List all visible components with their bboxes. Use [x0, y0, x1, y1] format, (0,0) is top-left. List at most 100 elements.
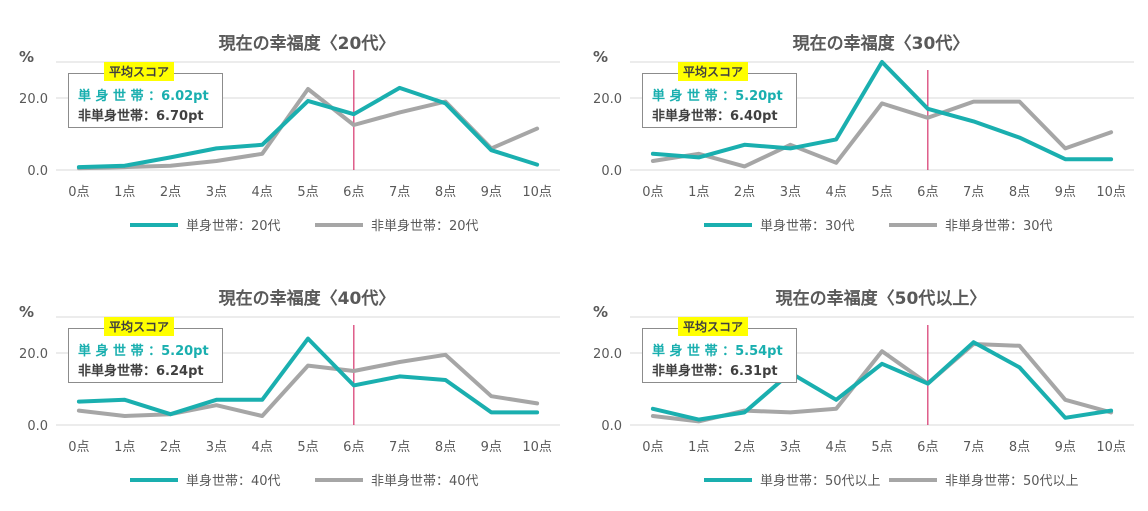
legend-label-nonsingle: 非単身世帯：20代 [371, 218, 479, 234]
average-score-badge: 平均スコア [104, 317, 175, 336]
x-tick-label: 3点 [206, 440, 227, 455]
series-nonsingle-point [123, 414, 127, 418]
series-single-point [651, 407, 655, 411]
y-tick-label: 20.0 [593, 92, 622, 107]
series-single-point [352, 112, 356, 116]
series-single-point [169, 155, 173, 159]
x-tick-label: 4点 [826, 440, 847, 455]
x-tick-label: 0点 [642, 440, 663, 455]
series-single-point [880, 362, 884, 366]
series-single-point [697, 155, 701, 159]
series-nonsingle-point [743, 164, 747, 168]
y-tick-label: 0.0 [601, 419, 622, 434]
average-score-nonsingle: 非単身世帯：6.70pt [78, 109, 204, 124]
x-tick-label: 6点 [917, 185, 938, 200]
x-tick-label: 10点 [522, 440, 552, 455]
average-score-single: 単 身 世 帯 ：6.02pt [78, 89, 209, 104]
x-tick-label: 8点 [1009, 185, 1030, 200]
y-unit-label: % [19, 48, 34, 66]
series-single-point [214, 398, 218, 402]
chart-panel-50s-plus: 現在の幸福度〈50代以上〉% 0.0 20.0 0点 1点 2点 3点 4点 5点 6点 7点 8点 9… [574, 255, 1148, 510]
series-single-point [489, 410, 493, 414]
series-nonsingle-point [77, 409, 81, 413]
series-single-point [306, 337, 310, 341]
series-single-point [443, 101, 447, 105]
legend-label-nonsingle: 非単身世帯：50代以上 [945, 473, 1079, 489]
series-single-point [926, 382, 930, 386]
series-single-point [1017, 136, 1021, 140]
series-single-point [398, 86, 402, 90]
x-tick-label: 7点 [389, 185, 410, 200]
series-nonsingle-point [834, 161, 838, 165]
x-tick-label: 5点 [871, 440, 892, 455]
y-tick-label: 0.0 [601, 164, 622, 179]
series-nonsingle-point [398, 360, 402, 364]
average-score-box [642, 73, 797, 128]
x-tick-label: 9点 [1055, 440, 1076, 455]
series-single-point [743, 410, 747, 414]
series-single-point [1109, 409, 1113, 413]
series-single-point [489, 148, 493, 152]
x-tick-label: 6点 [343, 440, 364, 455]
legend-label-nonsingle: 非単身世帯：30代 [945, 218, 1053, 234]
x-tick-label: 1点 [688, 440, 709, 455]
series-single-point [260, 143, 264, 147]
series-nonsingle-point [972, 100, 976, 104]
series-single-point [926, 107, 930, 111]
legend-label-single: 単身世帯：30代 [760, 218, 855, 234]
chart-panel-30s: 現在の幸福度〈30代〉% 0.0 20.0 0点 1点 2点 3点 4点 5点 6点 7点 8点 9点 1… [574, 0, 1148, 255]
series-nonsingle-point [834, 407, 838, 411]
series-nonsingle-point [926, 116, 930, 120]
series-single-point [77, 400, 81, 404]
chart-svg: 現在の幸福度〈20代〉% 0.0 20.0 0点 1点 2点 3点 4点 5点 6点 7点 8点 9点 1… [19, 33, 560, 234]
series-single-point [260, 398, 264, 402]
y-tick-label: 0.0 [27, 419, 48, 434]
series-single-point [972, 119, 976, 123]
x-tick-label: 9点 [481, 185, 502, 200]
average-score-box [68, 73, 223, 128]
series-nonsingle-point [306, 87, 310, 91]
y-tick-label: 20.0 [19, 92, 48, 107]
x-tick-label: 0点 [68, 185, 89, 200]
x-tick-label: 9点 [1055, 185, 1076, 200]
series-single-point [1063, 157, 1067, 161]
average-score-nonsingle: 非単身世帯：6.31pt [652, 364, 778, 379]
series-single-point [1063, 416, 1067, 420]
x-tick-label: 7点 [963, 440, 984, 455]
x-tick-label: 6点 [917, 440, 938, 455]
x-tick-label: 3点 [780, 185, 801, 200]
average-score-nonsingle: 非単身世帯：6.40pt [652, 109, 778, 124]
x-tick-label: 10点 [1096, 185, 1126, 200]
series-nonsingle-point [788, 143, 792, 147]
chart-title: 現在の幸福度〈20代〉 [219, 33, 396, 54]
legend-label-nonsingle: 非単身世帯：40代 [371, 473, 479, 489]
average-score-single: 単 身 世 帯 ：5.20pt [652, 89, 783, 104]
average-score-badge: 平均スコア [104, 62, 175, 81]
series-single-point [535, 410, 539, 414]
series-nonsingle-point [651, 414, 655, 418]
series-nonsingle-point [535, 127, 539, 131]
x-tick-label: 0点 [68, 440, 89, 455]
series-nonsingle-point [1109, 130, 1113, 134]
chart-title: 現在の幸福度〈30代〉 [793, 33, 970, 54]
series-nonsingle-point [788, 410, 792, 414]
series-single-point [123, 164, 127, 168]
series-single-point [972, 340, 976, 344]
x-tick-label: 3点 [206, 185, 227, 200]
y-tick-label: 0.0 [27, 164, 48, 179]
series-nonsingle-point [535, 401, 539, 405]
chart-svg: 現在の幸福度〈50代以上〉% 0.0 20.0 0点 1点 2点 3点 4点 5点 6点 7点 8点 9… [593, 288, 1134, 489]
series-nonsingle-point [352, 123, 356, 127]
x-tick-label: 2点 [160, 440, 181, 455]
series-single-point [352, 383, 356, 387]
chart-title: 現在の幸福度〈50代以上〉 [776, 288, 987, 309]
x-tick-label: 8点 [435, 440, 456, 455]
x-tick-label: 4点 [826, 185, 847, 200]
x-tick-label: 5点 [871, 185, 892, 200]
average-score-badge: 平均スコア [678, 317, 749, 336]
x-tick-label: 10点 [1096, 440, 1126, 455]
average-score-nonsingle: 非単身世帯：6.24pt [78, 364, 204, 379]
x-tick-label: 8点 [435, 185, 456, 200]
series-single-point [535, 163, 539, 167]
x-tick-label: 2点 [160, 185, 181, 200]
